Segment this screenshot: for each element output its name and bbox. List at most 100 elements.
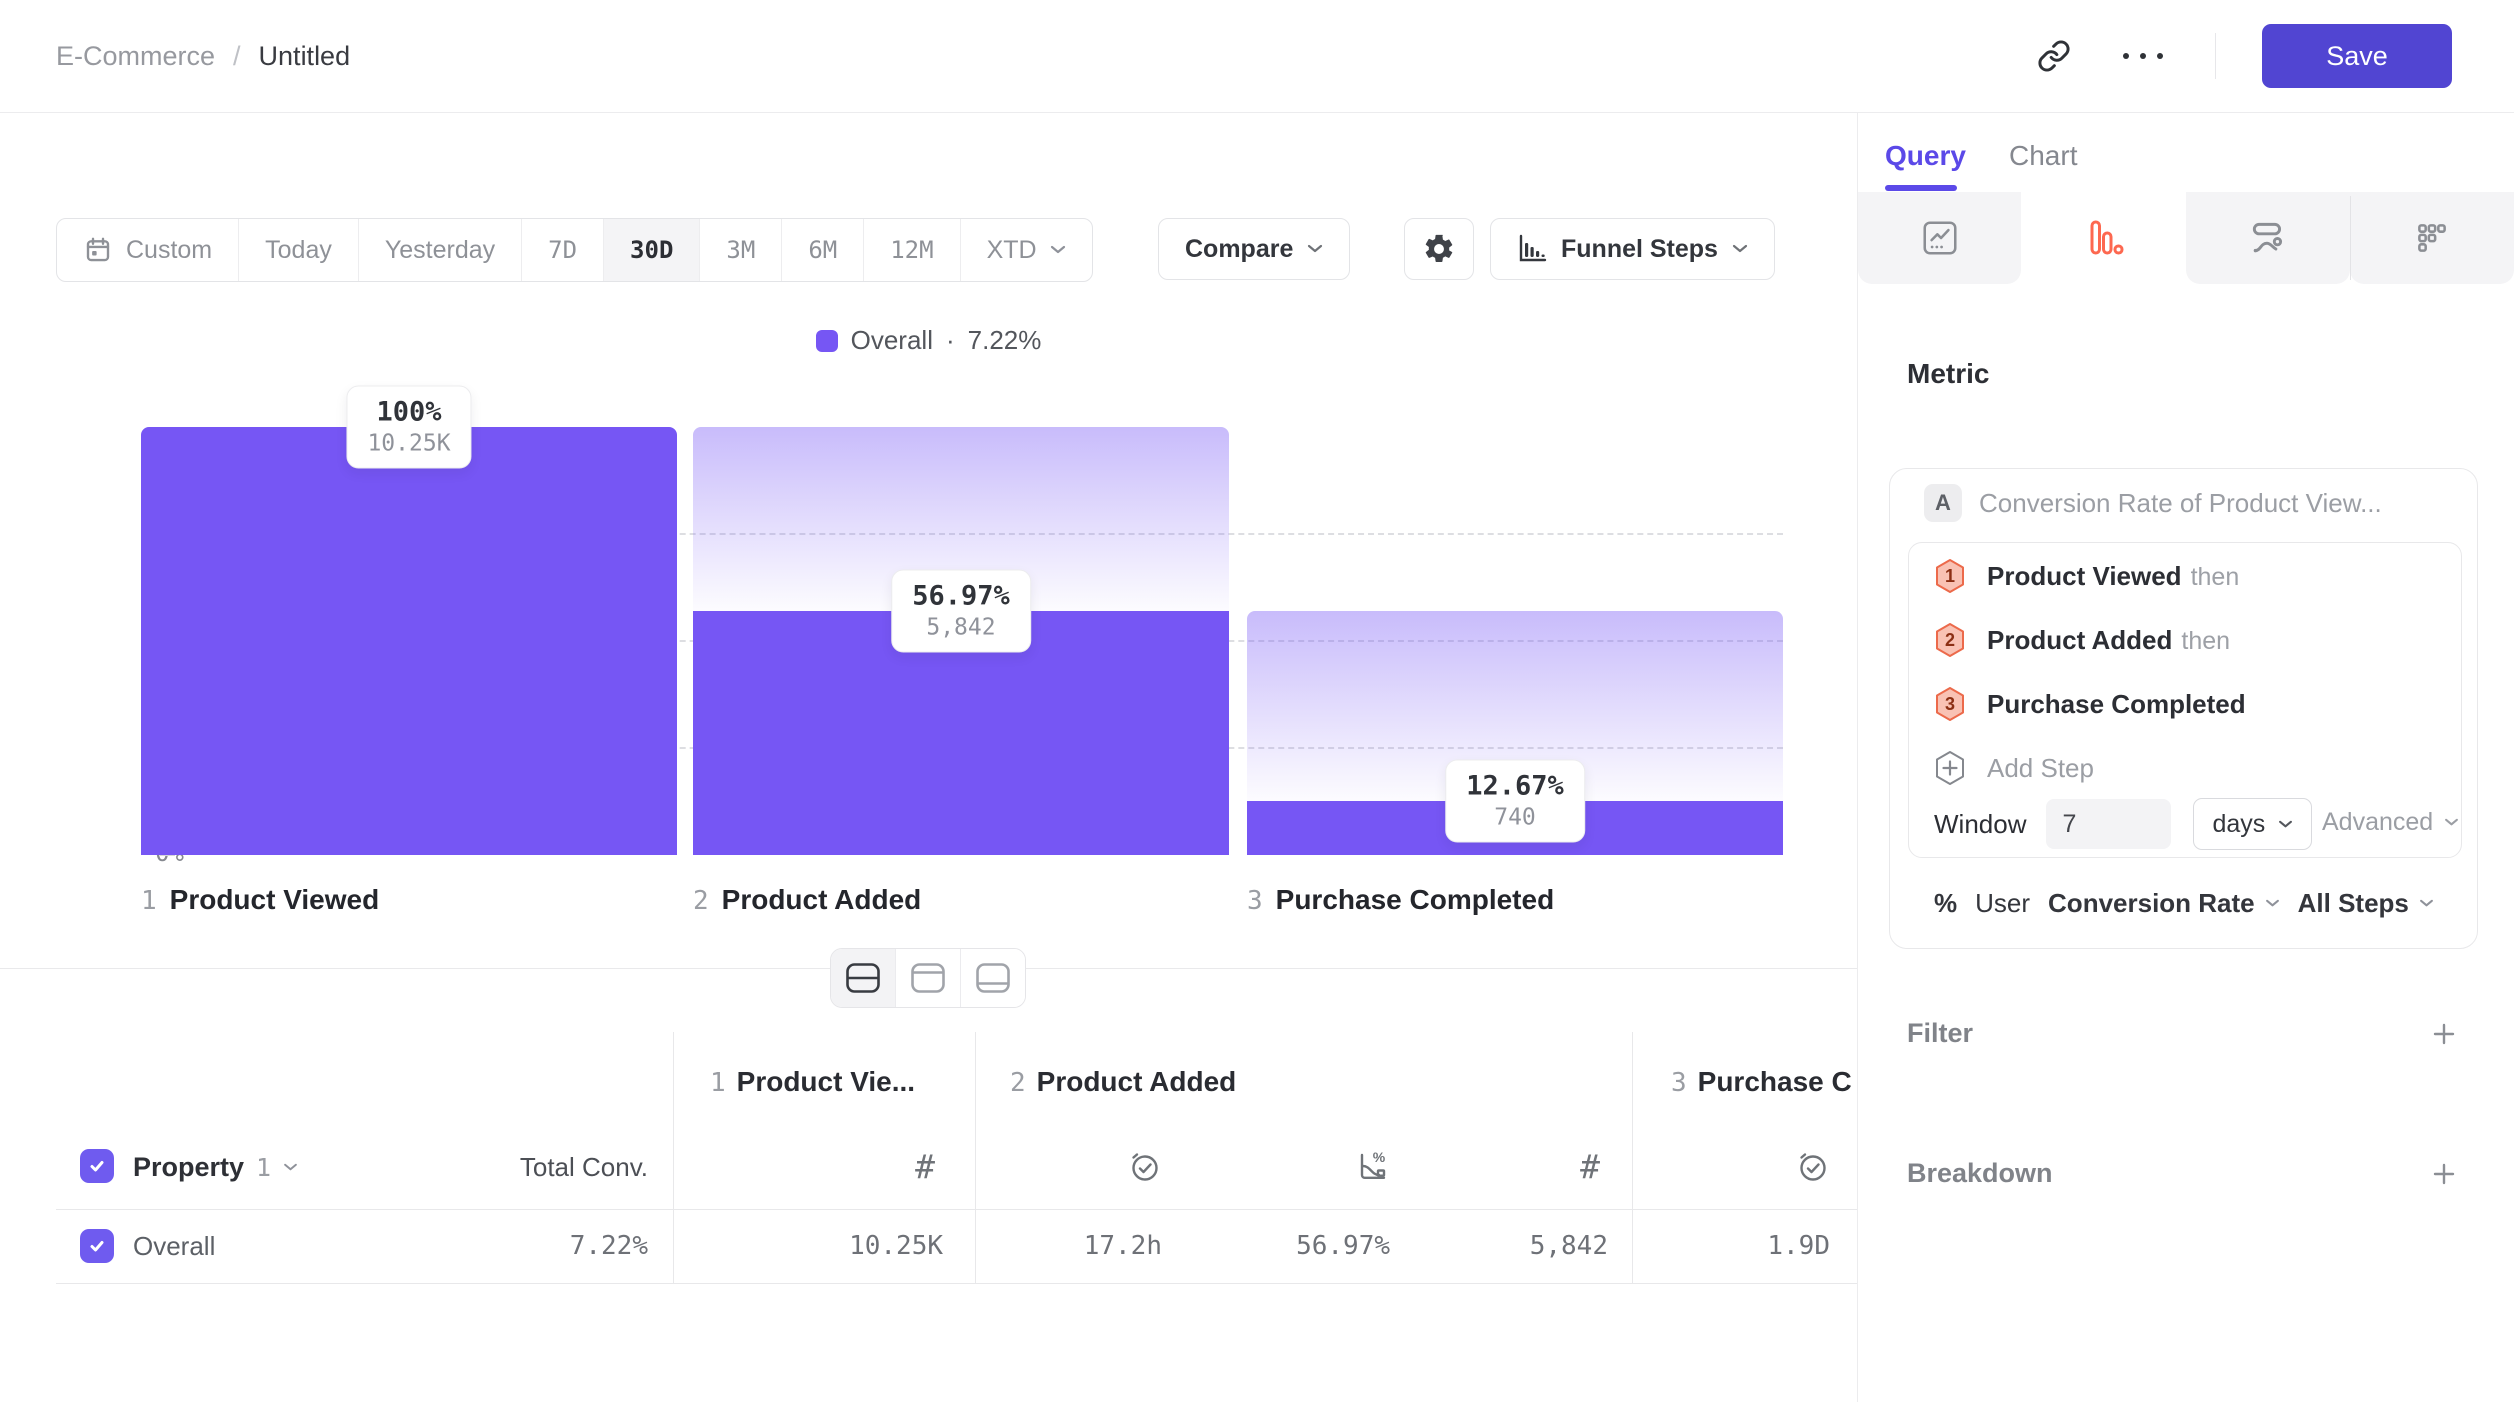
chart-type-tab-retention[interactable] bbox=[2186, 192, 2350, 284]
funnel-chart-icon bbox=[2090, 220, 2123, 255]
chevron-down-icon bbox=[2265, 899, 2279, 907]
table-header-step-2[interactable]: 2 Product Added bbox=[1010, 1066, 1237, 1098]
step-1-count-value: 10.25K bbox=[849, 1231, 943, 1261]
avg-time-metric-icon[interactable] bbox=[1126, 1148, 1162, 1184]
x-axis-step-2-label[interactable]: 2 Product Added bbox=[693, 884, 922, 916]
split-view-icon bbox=[846, 963, 880, 993]
metric-title-row[interactable]: A Conversion Rate of Product View... bbox=[1924, 484, 2382, 522]
chevron-down-icon bbox=[2279, 820, 2293, 827]
breakdown-label: Breakdown bbox=[1907, 1158, 2053, 1188]
window-value-input[interactable] bbox=[2046, 799, 2172, 849]
measure-scope-select[interactable]: All Steps bbox=[2298, 888, 2434, 919]
advanced-toggle[interactable]: Advanced bbox=[2322, 808, 2459, 837]
check-icon bbox=[90, 1161, 104, 1172]
chart-type-tab-segmentation[interactable] bbox=[2350, 192, 2514, 284]
header-divider bbox=[2215, 33, 2216, 79]
step-1-badge: 1 bbox=[1936, 559, 1964, 593]
step-2-count-value: 5,842 bbox=[1529, 1231, 1608, 1261]
share-link-icon[interactable] bbox=[2037, 39, 2071, 73]
legend-label: Overall bbox=[850, 325, 933, 355]
date-range-6m[interactable]: 6M bbox=[781, 219, 863, 281]
select-all-checkbox[interactable] bbox=[80, 1149, 114, 1183]
tab-separator bbox=[2350, 196, 2351, 280]
funnel-bar-step-3[interactable] bbox=[1247, 0, 1783, 1402]
breadcrumb-workspace[interactable]: E-Commerce bbox=[56, 40, 216, 71]
chevron-down-icon bbox=[2419, 899, 2433, 907]
avg-time-metric-icon[interactable] bbox=[1794, 1148, 1830, 1184]
window-unit-select[interactable]: days bbox=[2193, 798, 2313, 850]
gear-icon bbox=[1425, 234, 1453, 262]
date-range-7d[interactable]: 7D bbox=[521, 219, 603, 281]
view-toggle-chart-only[interactable] bbox=[895, 949, 960, 1007]
add-filter-icon[interactable] bbox=[2429, 1019, 2459, 1049]
measure-metric-select[interactable]: Conversion Rate bbox=[2048, 888, 2280, 919]
bottom-panel-view-icon bbox=[976, 963, 1010, 993]
chart-type-button[interactable]: Funnel Steps bbox=[1490, 218, 1775, 280]
conversion-rate-metric-icon[interactable]: % bbox=[1354, 1148, 1390, 1184]
chart-legend[interactable]: Overall · 7.22% bbox=[0, 325, 1857, 356]
chart-settings-button[interactable] bbox=[1404, 218, 1474, 280]
metric-section-heading: Metric bbox=[1907, 358, 1990, 389]
table-row-border bbox=[56, 1209, 1857, 1210]
table-header-step-1[interactable]: 1 Product Vie... bbox=[710, 1066, 916, 1098]
step-3-avg-time-value: 1.9D bbox=[1767, 1231, 1830, 1261]
funnel-bar-step-1[interactable] bbox=[141, 0, 677, 1402]
funnel-bar-step-2[interactable] bbox=[693, 0, 1229, 1402]
tab-chart[interactable]: Chart bbox=[2009, 140, 2078, 171]
table-header-step-3[interactable]: 3 Purchase C bbox=[1671, 1066, 1852, 1098]
date-range-today[interactable]: Today bbox=[238, 219, 358, 281]
breadcrumb-title[interactable]: Untitled bbox=[258, 40, 351, 71]
more-options-icon[interactable] bbox=[2117, 53, 2169, 59]
svg-text:%: % bbox=[1373, 1149, 1386, 1165]
view-toggle-table-only[interactable] bbox=[960, 949, 1025, 1007]
total-conv-header[interactable]: Total Conv. bbox=[519, 1152, 648, 1182]
table-column-divider bbox=[1632, 1032, 1633, 1283]
x-axis-step-1-label[interactable]: 1 Product Viewed bbox=[141, 884, 380, 916]
property-selector[interactable]: Property 1 bbox=[133, 1152, 298, 1183]
query-step-3[interactable]: 3 Purchase Completed bbox=[1934, 686, 2255, 722]
window-label: Window bbox=[1934, 808, 2027, 839]
save-button[interactable]: Save bbox=[2262, 24, 2452, 88]
date-range-3m[interactable]: 3M bbox=[699, 219, 781, 281]
grid-dots-icon bbox=[2418, 224, 2446, 252]
count-metric-icon[interactable]: # bbox=[1580, 1146, 1600, 1186]
date-range-xtd[interactable]: XTD bbox=[959, 219, 1092, 281]
x-axis-step-3-label[interactable]: 3 Purchase Completed bbox=[1247, 884, 1555, 916]
date-range-yesterday[interactable]: Yesterday bbox=[357, 219, 521, 281]
view-toggle-split[interactable] bbox=[831, 949, 895, 1007]
line-chart-icon bbox=[1922, 221, 1957, 255]
table-row-border bbox=[56, 1283, 1857, 1284]
tab-query[interactable]: Query bbox=[1885, 140, 1966, 171]
chart-type-tab-insights[interactable] bbox=[1858, 192, 2021, 284]
measure-entity: User bbox=[1975, 888, 2031, 918]
date-range-12m[interactable]: 12M bbox=[863, 219, 959, 281]
total-conv-value: 7.22% bbox=[569, 1231, 648, 1261]
query-step-1[interactable]: 1 Product Viewed then bbox=[1934, 558, 2239, 594]
date-range-group: Custom Today Yesterday 7D 30D 3M 6M 12M … bbox=[56, 218, 1093, 282]
measurement-row: % User Conversion Rate All Steps bbox=[1934, 888, 2434, 919]
chevron-down-icon bbox=[284, 1163, 297, 1171]
date-range-custom[interactable]: Custom bbox=[57, 219, 238, 281]
bar-value-label-step-2: 56.97% 5,842 bbox=[891, 569, 1031, 653]
top-header: E-Commerce / Untitled Save bbox=[0, 0, 2514, 113]
date-range-30d[interactable]: 30D bbox=[603, 219, 700, 281]
compare-button[interactable]: Compare bbox=[1158, 218, 1351, 280]
step-2-badge: 2 bbox=[1936, 623, 1964, 657]
add-step-hexagon-icon bbox=[1936, 751, 1964, 785]
add-breakdown-icon[interactable] bbox=[2429, 1159, 2459, 1189]
query-step-2[interactable]: 2 Product Added then bbox=[1934, 622, 2230, 658]
legend-swatch bbox=[815, 329, 838, 352]
conversion-window-row: Window days bbox=[1934, 798, 2313, 850]
row-checkbox[interactable] bbox=[80, 1229, 114, 1263]
chart-type-tab-funnel[interactable] bbox=[2021, 192, 2186, 284]
count-metric-icon[interactable]: # bbox=[915, 1146, 935, 1186]
filter-section: Filter bbox=[1907, 1018, 2459, 1049]
funnel-steps-card bbox=[1908, 542, 2462, 858]
filter-label: Filter bbox=[1907, 1018, 1974, 1048]
chevron-down-icon bbox=[2445, 818, 2459, 826]
table-row-name[interactable]: Overall bbox=[133, 1231, 216, 1261]
step-2-conv-rate-value: 56.97% bbox=[1296, 1231, 1390, 1261]
add-step-button[interactable]: Add Step bbox=[1934, 750, 2094, 786]
calendar-icon bbox=[86, 237, 110, 262]
